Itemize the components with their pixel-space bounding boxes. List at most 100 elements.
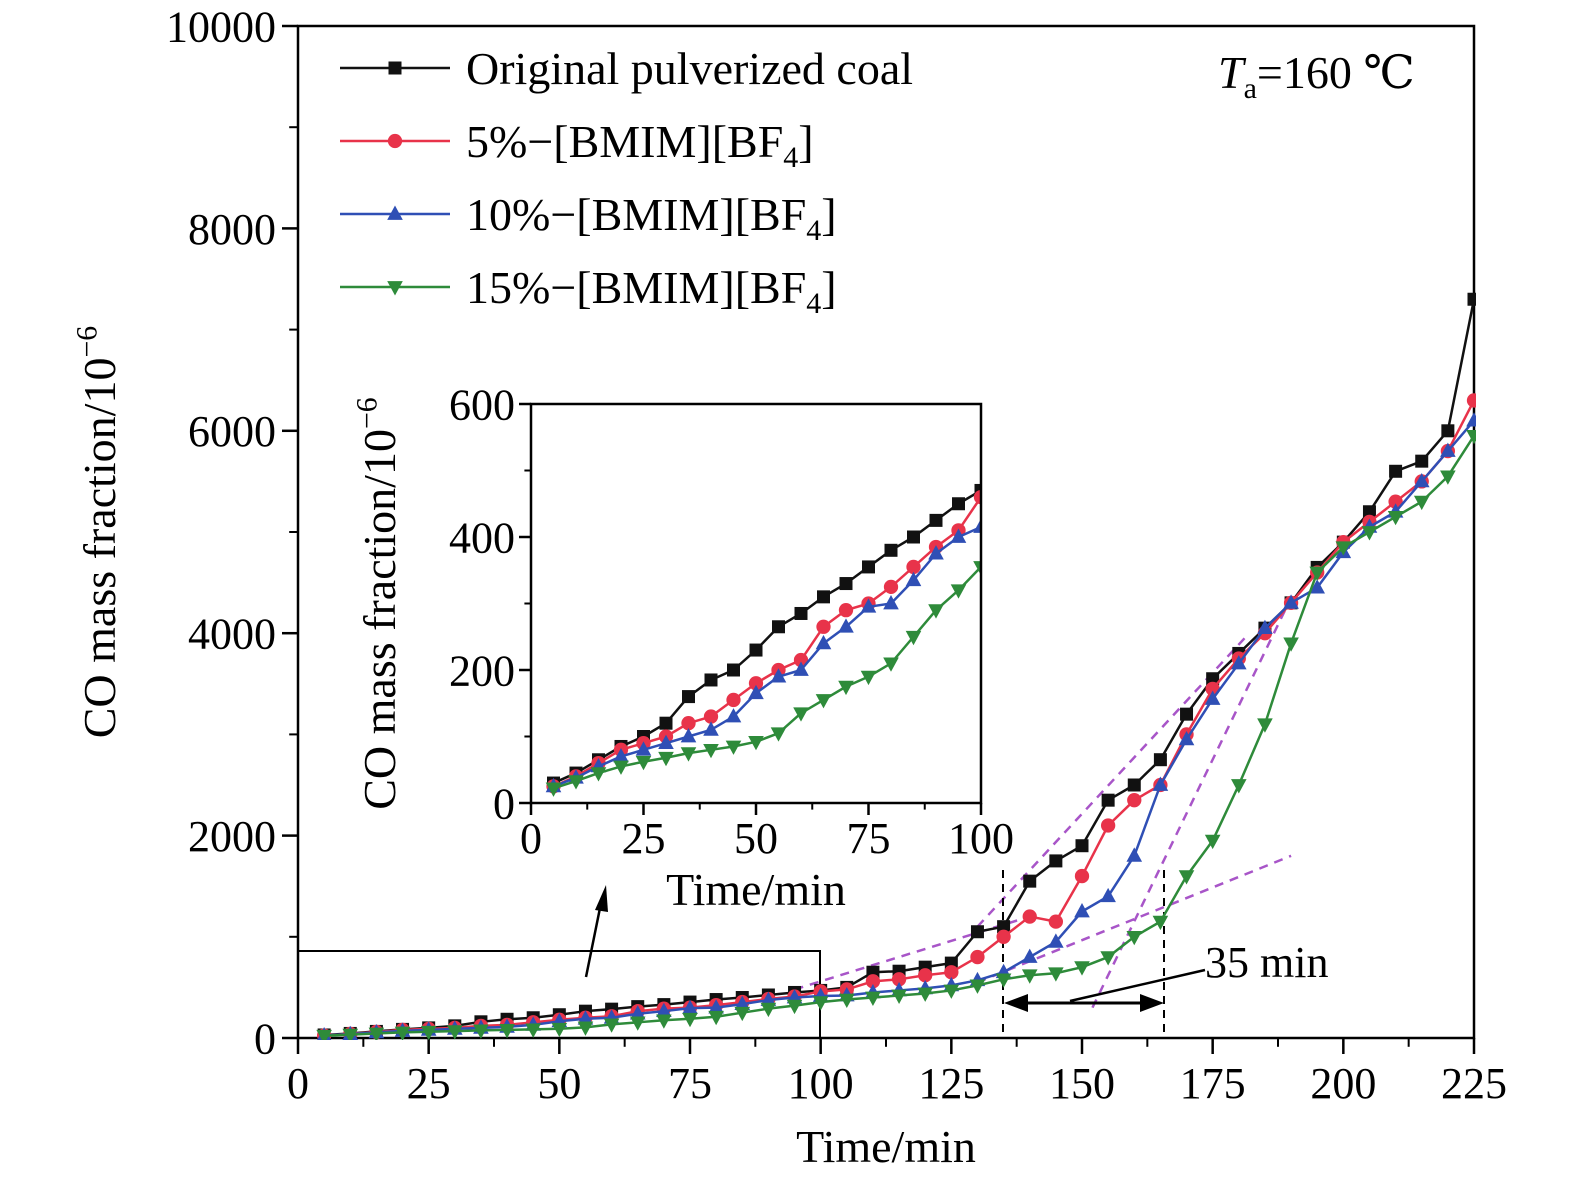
main-point-0 (1441, 424, 1455, 438)
inset-x-tick-label: 50 (734, 814, 778, 863)
main-x-axis-label: Time/min (796, 1121, 976, 1172)
inset-point-0 (817, 590, 830, 604)
main-point-0 (1023, 874, 1037, 888)
main-point-3 (1387, 510, 1404, 526)
inset-point-3 (883, 657, 899, 672)
main-x-tick-label: 225 (1441, 1059, 1507, 1108)
main-point-3 (1309, 566, 1325, 581)
main-x-tick-label: 0 (287, 1059, 309, 1108)
inset-x-tick-label: 0 (520, 814, 542, 863)
main-point-3 (551, 1022, 568, 1038)
inset-point-2 (793, 661, 809, 676)
main-x-tick-label: 50 (537, 1059, 581, 1108)
main-point-0 (1049, 854, 1063, 868)
inset-point-3 (793, 707, 809, 722)
main-point-3 (577, 1021, 594, 1036)
main-point-2 (1204, 690, 1221, 705)
inset-x-axis-label: Time/min (666, 864, 846, 915)
main-point-3 (1440, 470, 1456, 485)
main-point-0 (1101, 793, 1115, 807)
main-point-0 (1467, 292, 1476, 306)
inset-axes: 0 25 50 75 100 0 200 400 600 Time/min CO mass frac… (351, 380, 1014, 915)
inset-point-3 (703, 743, 719, 759)
main-point-3 (786, 999, 803, 1015)
inset-point-3 (658, 751, 674, 767)
main-point-1 (996, 929, 1011, 944)
main-point-1 (918, 968, 933, 983)
interval-label: 35 min (1205, 938, 1328, 987)
main-point-2 (1309, 579, 1325, 594)
inset-y-axis-label: CO mass fraction/10−6 (351, 397, 405, 810)
main-point-3 (394, 1026, 411, 1040)
main-point-3 (969, 979, 986, 994)
main-point-3 (1048, 967, 1064, 982)
main-point-3 (1257, 718, 1273, 733)
main-point-3 (420, 1025, 437, 1040)
inset-point-1 (726, 692, 741, 708)
inset-point-1 (681, 716, 696, 731)
inset-point-2 (950, 528, 967, 543)
main-point-0 (970, 925, 984, 939)
inset-point-2 (725, 708, 742, 723)
main-point-2 (1466, 412, 1476, 427)
inset-point-3 (680, 747, 697, 762)
inset-point-0 (749, 643, 763, 657)
inset-point-3 (905, 630, 922, 646)
main-point-2 (656, 1002, 672, 1018)
inset-point-0 (974, 483, 982, 497)
inset-point-1 (816, 619, 831, 634)
inset-point-2 (815, 634, 832, 650)
legend-label-2: 10%−[BMIM][BF4] (466, 189, 837, 247)
main-point-2 (1074, 903, 1090, 918)
inset-point-0 (704, 673, 718, 687)
guide-line-3 (1091, 597, 1293, 1009)
legend-label-3: 15%−[BMIM][BF4] (466, 262, 837, 320)
inset-point-0 (682, 690, 695, 704)
main-point-1 (944, 965, 959, 980)
legend-marker-0 (388, 61, 402, 75)
main-point-2 (629, 1005, 646, 1020)
main-point-3 (708, 1010, 724, 1026)
main-point-3 (499, 1024, 515, 1039)
main-point-1 (970, 949, 985, 965)
inset-point-1 (838, 603, 854, 618)
main-y-axis-label: CO mass fraction/10−6 (71, 326, 125, 739)
inset-point-2 (838, 618, 854, 633)
zoom-arrow-line (584, 907, 602, 978)
inset-point-0 (929, 513, 943, 527)
main-point-2 (1021, 948, 1038, 963)
main-point-1 (865, 974, 881, 989)
main-x-tick-label: 25 (407, 1059, 451, 1108)
inset-point-3 (770, 727, 787, 742)
inset-point-0 (727, 663, 740, 677)
main-point-3 (734, 1006, 751, 1022)
main-point-3 (1021, 969, 1038, 984)
temperature-value: =160 ℃ (1257, 47, 1415, 98)
main-x-tick-label: 175 (1180, 1059, 1246, 1108)
main-point-3 (1204, 834, 1221, 850)
main-point-3 (812, 996, 829, 1011)
main-point-3 (629, 1016, 646, 1031)
main-point-1 (1388, 494, 1403, 509)
main-point-3 (943, 984, 960, 999)
main-point-2 (1257, 619, 1273, 634)
inset-x-tick-label: 75 (847, 814, 891, 863)
main-y-tick-label: 10000 (166, 2, 276, 51)
main-point-1 (891, 972, 907, 987)
guide-line-1 (976, 632, 1251, 928)
main-x-tick-label: 100 (788, 1059, 854, 1108)
main-point-3 (917, 987, 933, 1002)
main-point-0 (1075, 839, 1089, 853)
temperature-symbol: T (1218, 47, 1247, 98)
main-point-1 (1100, 818, 1116, 833)
legend-marker-2 (387, 205, 403, 220)
main-point-0 (997, 920, 1011, 934)
main-point-3 (1335, 541, 1352, 556)
legend-marker-1 (387, 133, 403, 149)
main-x-tick-label: 150 (1049, 1059, 1115, 1108)
main-x-tick-label: 75 (668, 1059, 712, 1108)
inset-point-3 (725, 740, 742, 755)
main-point-3 (368, 1027, 385, 1040)
legend-marker-3 (387, 281, 403, 296)
main-y-tick-label: 2000 (188, 812, 276, 861)
